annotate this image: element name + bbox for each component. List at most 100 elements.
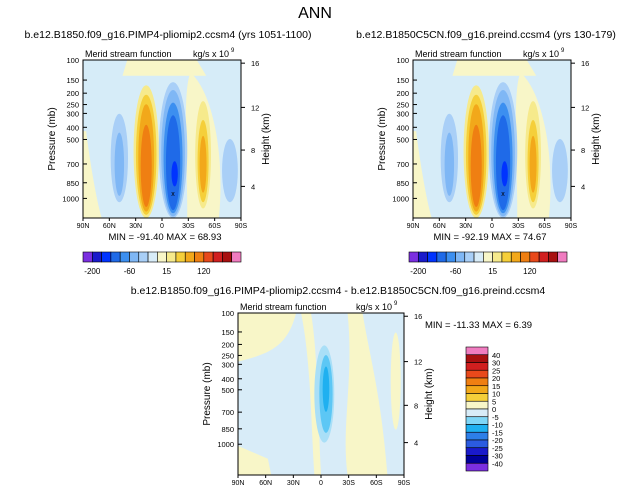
colorbar-cell (147, 251, 158, 263)
y2-tick-label: 12 (581, 103, 589, 112)
y-tick-label: 100 (66, 56, 79, 65)
colorbar-cell (465, 447, 489, 456)
y2-tick-label: 4 (414, 439, 418, 448)
contour-pale-yellow-north (83, 131, 102, 218)
colorbar-cell (436, 251, 447, 263)
y-tick-label: 1000 (62, 194, 79, 203)
colorbar-cell (465, 424, 489, 433)
y-tick-label: 1000 (217, 440, 234, 449)
y-tick-label: 150 (396, 76, 409, 85)
y2-axis-title: Height (km) (261, 113, 272, 165)
y-tick-label: 850 (396, 179, 409, 188)
y-tick-label: 300 (66, 109, 79, 118)
panel-stats: MIN = -91.40 MAX = 68.93 (108, 232, 221, 243)
x-tick-label: 60S (370, 480, 383, 487)
panel-stats: MIN = -11.33 MAX = 6.39 (425, 320, 532, 331)
y2-tick-label: 16 (251, 59, 259, 68)
colorbar-cell (520, 251, 531, 263)
x-tick-label: 90S (565, 223, 578, 230)
colorbar-cell (465, 416, 489, 425)
x-tick-label: 60S (208, 223, 221, 230)
y-tick-label: 700 (396, 160, 409, 169)
y-tick-label: 200 (396, 89, 409, 98)
y-axis-title: Pressure (mb) (202, 362, 213, 425)
panel-title: b.e12.B1850C5CN.f09_g16.preind.ccsm4 (yr… (356, 29, 616, 41)
colorbar-cell (82, 251, 93, 263)
y-tick-label: 100 (221, 309, 234, 318)
contour-blue-4 (165, 115, 181, 211)
panel-label-exponent: 9 (231, 48, 235, 54)
y-tick-label: 500 (66, 135, 79, 144)
y2-tick-label: 16 (581, 59, 589, 68)
panel-plot-3 (237, 312, 405, 476)
colorbar-label: -30 (492, 452, 503, 461)
x-tick-label: 30S (512, 223, 525, 230)
colorbar-label: 0 (492, 405, 496, 414)
min-marker: x (171, 191, 175, 198)
colorbar-cell (231, 251, 242, 263)
colorbar-cell (138, 251, 149, 263)
colorbar-cell (101, 251, 112, 263)
diff-yellow-top (238, 313, 297, 362)
x-tick-label: 90S (398, 480, 411, 487)
x-tick-label: 90S (235, 223, 248, 230)
y-tick-label: 200 (221, 340, 234, 349)
x-tick-label: 90N (407, 223, 420, 230)
y2-tick-label: 8 (414, 401, 418, 410)
colorbar-label: -200 (84, 267, 101, 276)
y-tick-label: 200 (66, 89, 79, 98)
contour-pale-yellow-top (452, 60, 537, 76)
y-tick-label: 850 (221, 425, 234, 434)
x-tick-label: 0 (319, 480, 323, 487)
colorbar-cell (408, 251, 419, 263)
colorbar-cell (175, 251, 186, 263)
colorbar-label: -10 (492, 421, 503, 430)
contour-blue-5 (171, 161, 178, 187)
colorbar-cell (465, 400, 489, 410)
y-tick-label: 500 (396, 135, 409, 144)
colorbar-cell (194, 251, 205, 263)
colorbar-label: 20 (492, 374, 500, 383)
colorbar-label: -200 (410, 267, 427, 276)
colorbar-label: 30 (492, 359, 500, 368)
x-tick-label: 90N (77, 223, 90, 230)
contour-blue-far-south (222, 139, 238, 203)
colorbar-label: 15 (492, 382, 500, 391)
min-marker: x (501, 191, 505, 198)
colorbar-cell (427, 251, 438, 263)
y-tick-label: 300 (396, 109, 409, 118)
diff-yellow-equator (301, 313, 321, 475)
panel-plot-2: x (412, 59, 572, 219)
x-tick-label: 90N (232, 480, 245, 487)
colorbar-cell (501, 251, 512, 263)
y-axis-title: Pressure (mb) (377, 107, 388, 170)
colorbar-1: -200 -60 15 120 (82, 251, 242, 276)
contour-pale-yellow-north (413, 131, 432, 218)
y-axis-title: Pressure (mb) (47, 107, 58, 170)
page-title: ANN (298, 5, 332, 22)
colorbar-cell (417, 251, 428, 263)
panel-label-left: Merid stream function (85, 49, 172, 59)
colorbar-label: -20 (492, 436, 503, 445)
y-tick-label: 400 (66, 123, 79, 132)
y-tick-label: 150 (221, 328, 234, 337)
x-tick-label: 60N (103, 223, 116, 230)
y2-axis-title: Height (km) (424, 368, 435, 420)
panel-label-exponent: 9 (394, 301, 398, 307)
colorbar-cell (557, 251, 568, 263)
panel-plot-1: x (82, 59, 242, 219)
colorbar-cell (184, 251, 195, 263)
colorbar-label: 10 (492, 390, 500, 399)
colorbar-cell (510, 251, 521, 263)
colorbar-cell (119, 251, 130, 263)
y-tick-label: 700 (66, 160, 79, 169)
colorbar-label: 15 (162, 267, 171, 276)
colorbar-cell (473, 251, 484, 263)
y-tick-label: 400 (396, 123, 409, 132)
contour-orange-south-3 (199, 135, 207, 193)
y2-tick-label: 4 (581, 182, 585, 191)
colorbar-label: 15 (488, 267, 497, 276)
panel-stats: MIN = -92.19 MAX = 74.67 (433, 232, 546, 243)
colorbar-label: -25 (492, 444, 503, 453)
